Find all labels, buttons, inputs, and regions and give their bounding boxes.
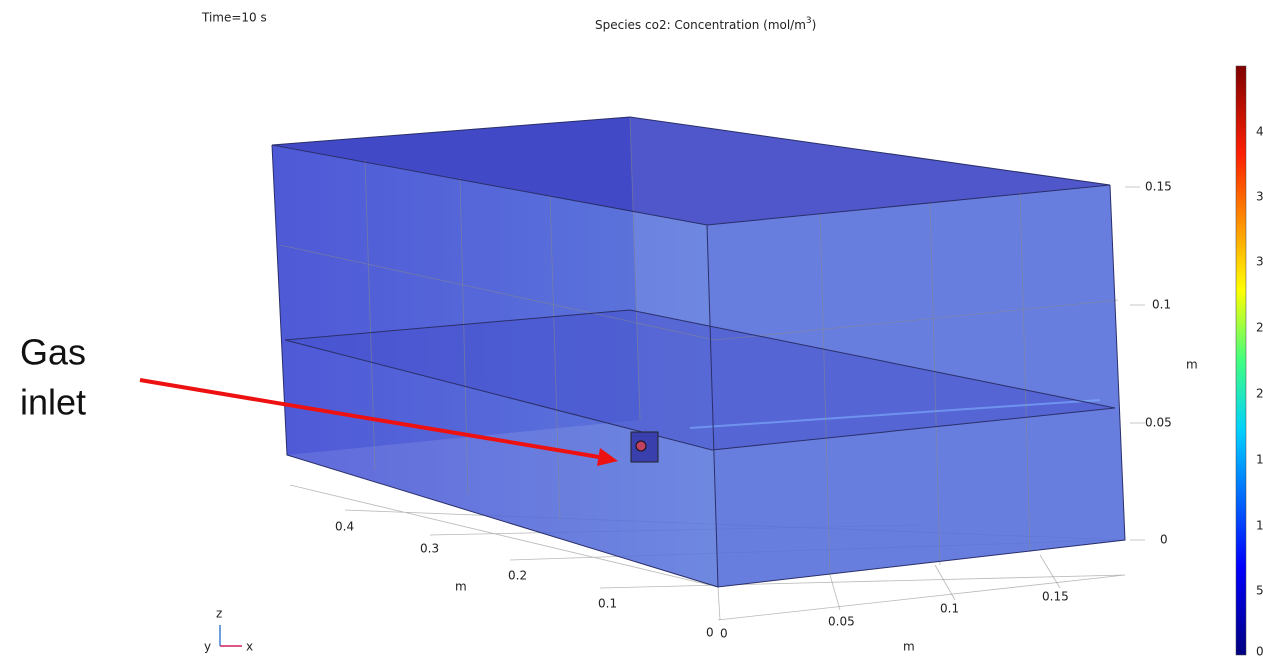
plot-title: Species co2: Concentration (mol/m3)	[595, 16, 816, 32]
triad-label: x	[246, 640, 253, 654]
x-axis: 0 0.05 0.1 0.15 m	[720, 590, 1069, 654]
domain-box	[271, 116, 1126, 588]
axis-triad: z y x	[204, 607, 253, 654]
colorbar-label: 1	[1256, 519, 1263, 533]
colorbar-label: 2	[1256, 321, 1263, 335]
y-unit: m	[455, 580, 467, 594]
y-axis: 0.4 0.3 0.2 0.1 0 m	[335, 520, 714, 640]
x-tick-label: 0	[720, 627, 728, 641]
triad-label: z	[216, 607, 222, 621]
colorbar-label: 1	[1256, 453, 1263, 467]
x-unit: m	[903, 640, 915, 654]
triad-label: y	[204, 640, 211, 654]
y-tick-label: 0.1	[598, 597, 617, 611]
x-tick-label: 0.15	[1042, 590, 1069, 604]
x-tick-label: 0.1	[940, 602, 959, 616]
y-tick-label: 0.2	[508, 569, 527, 583]
annotation: Gas	[20, 332, 86, 373]
arrow	[139, 378, 618, 466]
annotation: inlet	[20, 382, 86, 423]
colorbar-label: 0	[1256, 645, 1263, 659]
z-tick-label: 0.15	[1145, 180, 1172, 194]
colorbar-label: 4	[1256, 125, 1263, 139]
colorbar-label: 3	[1256, 255, 1263, 269]
z-unit: m	[1186, 358, 1198, 372]
colorbar-label: 2	[1256, 387, 1263, 401]
z-tick-label: 0	[1160, 533, 1168, 547]
y-tick-label: 0	[706, 626, 714, 640]
z-tick-label: 0.05	[1145, 416, 1172, 430]
y-tick-label: 0.3	[420, 542, 439, 556]
time-label: Time=10 s	[201, 11, 267, 25]
y-tick-label: 0.4	[335, 520, 354, 534]
z-tick-label: 0.1	[1152, 298, 1171, 312]
z-axis: 0.15 0.1 0.05 0 m	[1125, 180, 1198, 547]
colorbar: 4 3 3 2 2 1 1 5 0	[1235, 65, 1263, 659]
colorbar-label: 3	[1256, 190, 1263, 204]
x-tick-label: 0.05	[828, 615, 855, 629]
colorbar-label: 5	[1256, 584, 1263, 598]
